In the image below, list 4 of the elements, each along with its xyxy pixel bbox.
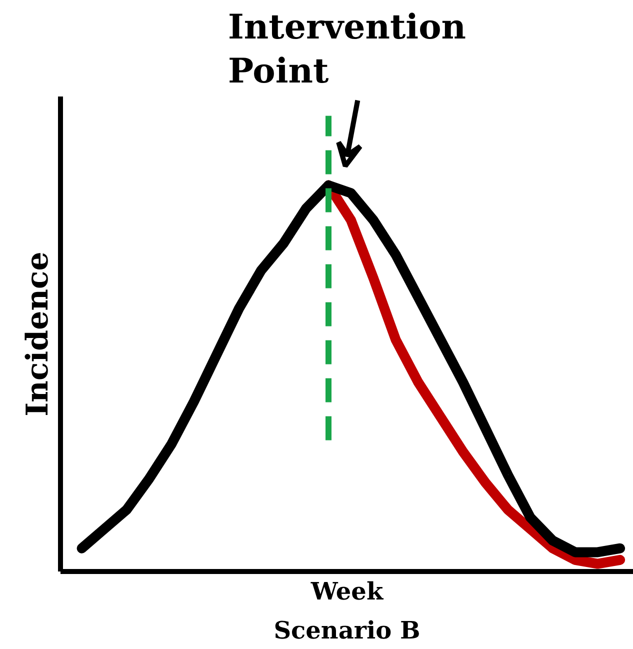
text: Scenario B <box>274 616 420 644</box>
text: Intervention Point <box>228 8 466 92</box>
x-axis-title: Week <box>310 576 384 606</box>
y-axis-title: Incidence <box>20 252 56 416</box>
